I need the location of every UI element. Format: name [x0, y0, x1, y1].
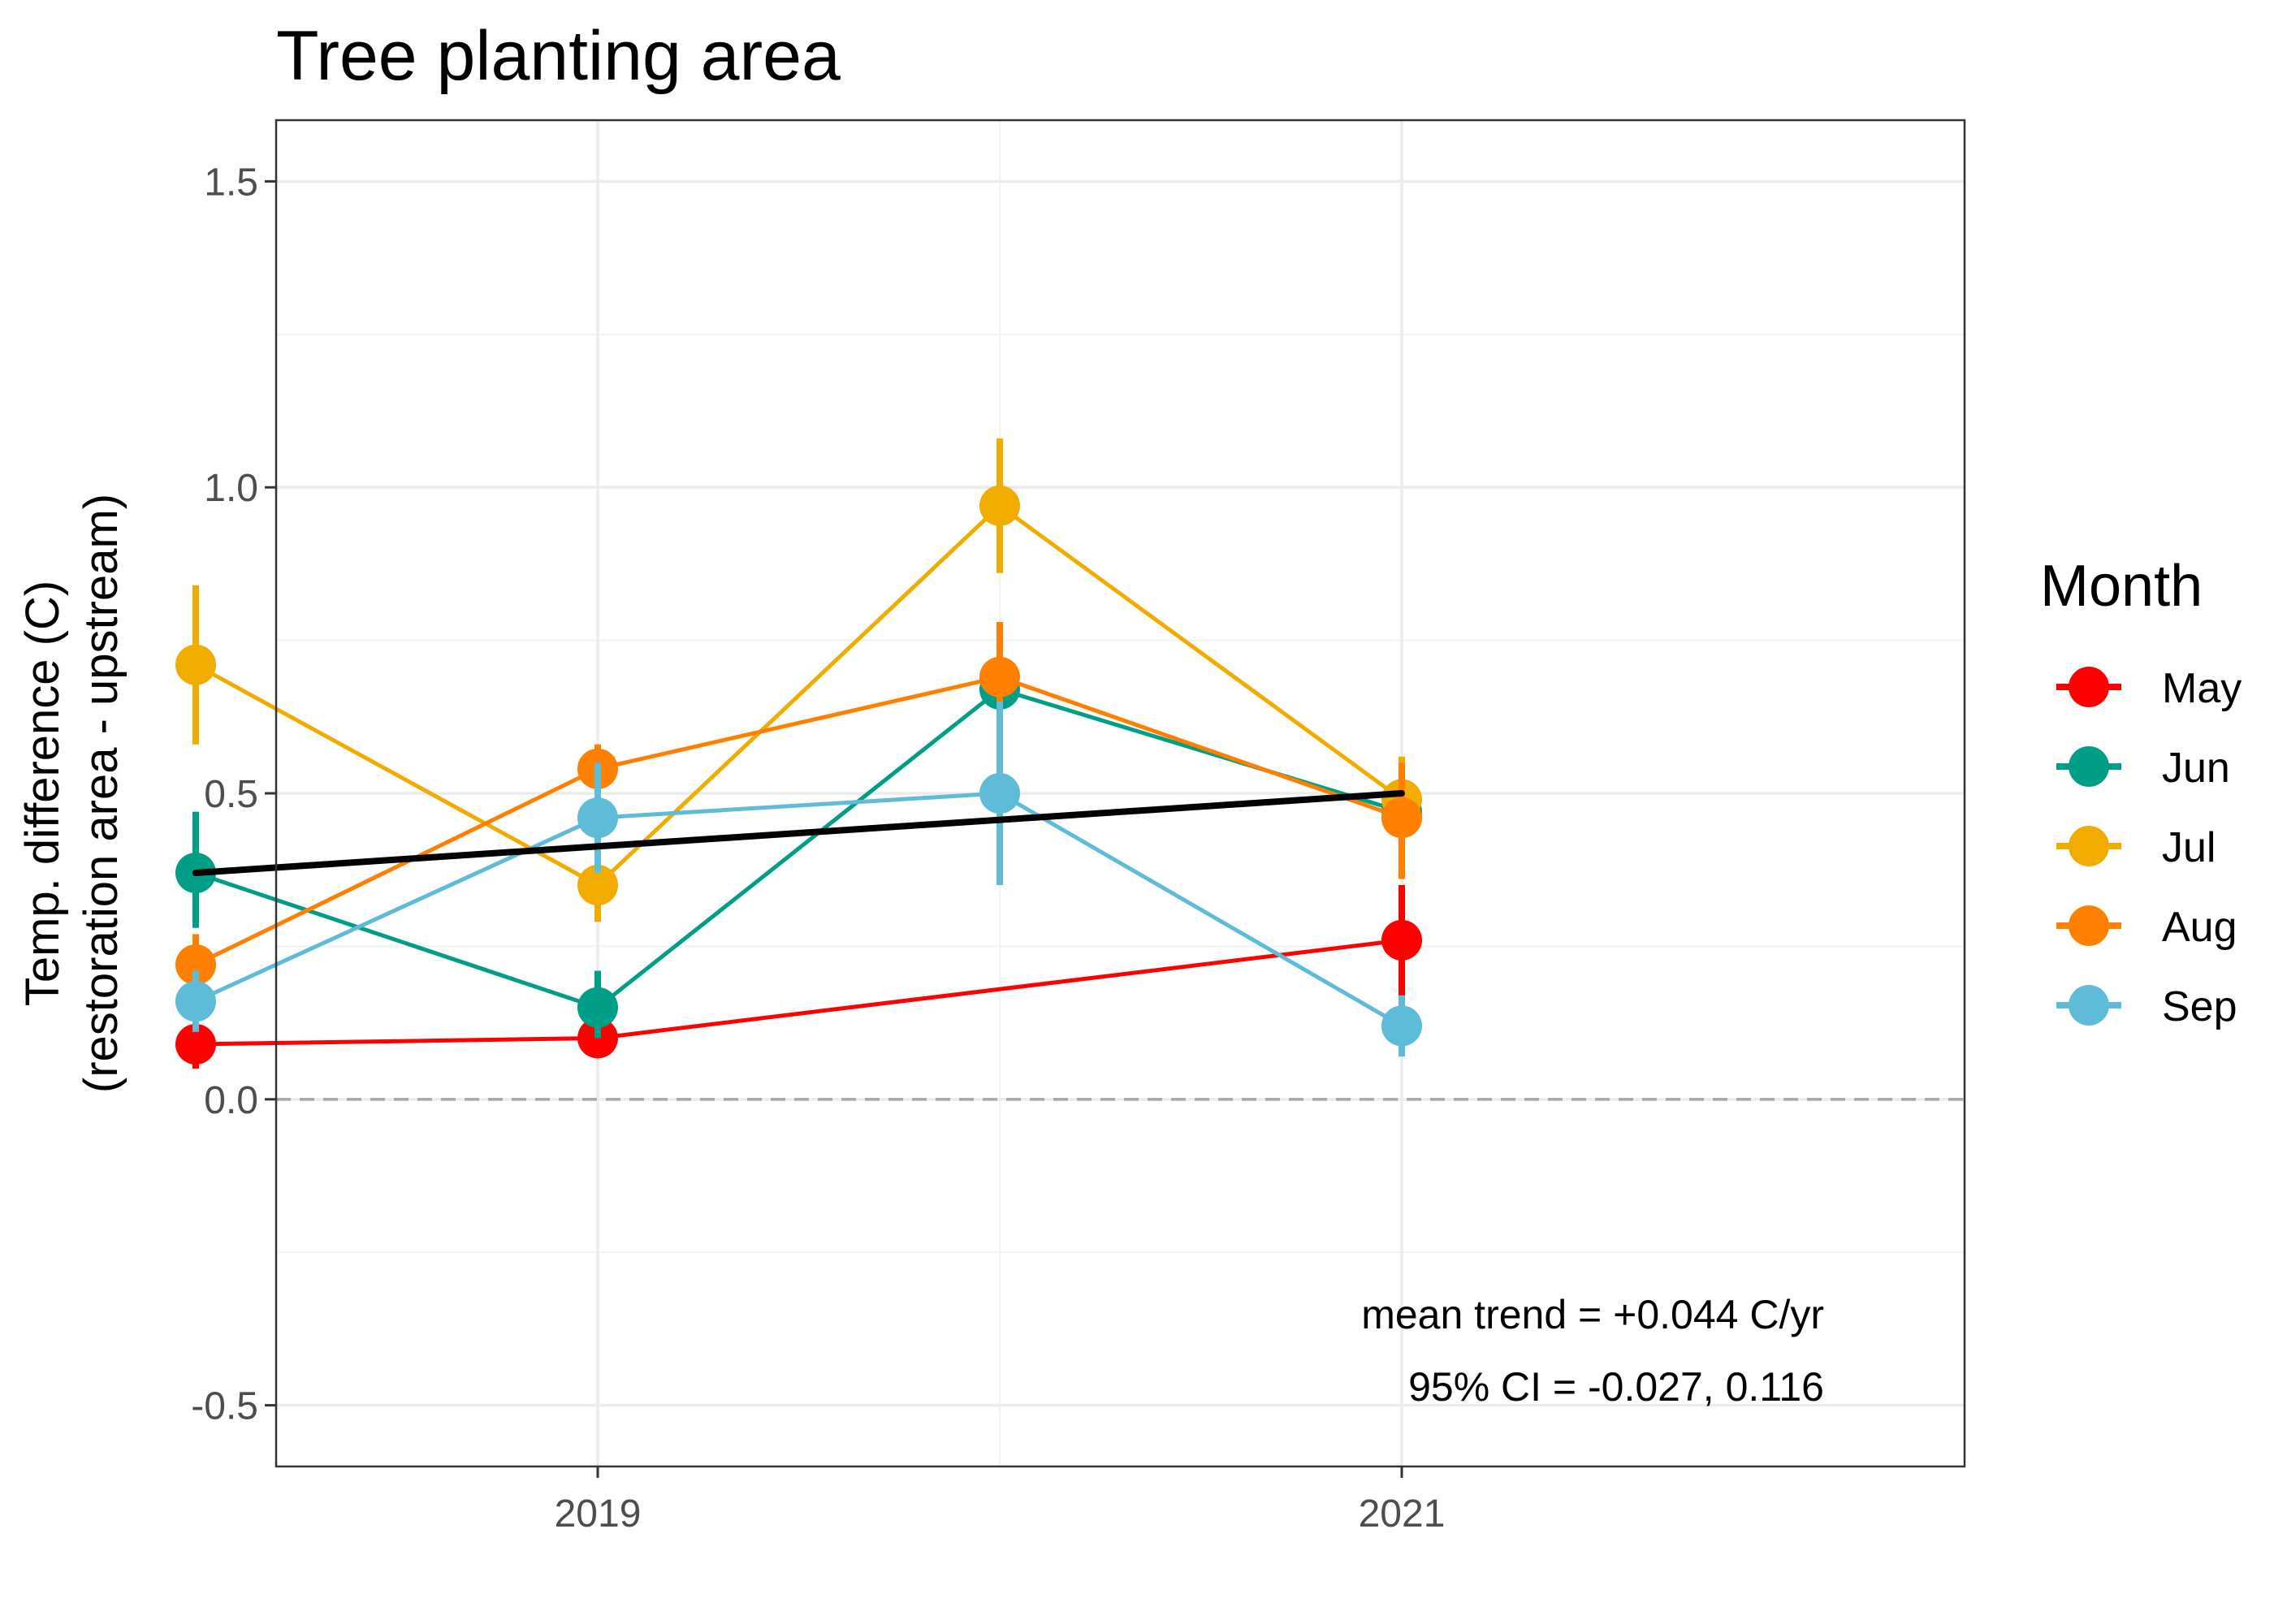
series-layer	[175, 438, 1422, 1069]
chart-title: Tree planting area	[276, 17, 841, 95]
series-line-jun	[195, 687, 1403, 1010]
x-axis: 2019 2021	[555, 1466, 1446, 1535]
legend-item-jun: Jun	[2056, 745, 2230, 792]
data-point-jul	[979, 485, 1020, 526]
data-point-jul	[577, 865, 618, 906]
series-line-jul	[194, 503, 1403, 888]
legend-label-sep: Sep	[2162, 983, 2237, 1030]
legend-item-jul: Jul	[2056, 824, 2216, 871]
data-point-aug	[175, 944, 216, 986]
data-point-sep	[979, 773, 1020, 814]
data-point-sep	[175, 981, 216, 1022]
series-line-sep	[194, 791, 1403, 1028]
mean-trend-line	[192, 790, 1405, 876]
y-axis: -0.5 0.0 0.5 1.0 1.5	[191, 161, 276, 1428]
y-axis-title-line2: (restoration area - upstream)	[75, 494, 128, 1093]
legend-label-jul: Jul	[2162, 824, 2216, 871]
series-sep	[175, 701, 1422, 1057]
legend: Month May Jun Jul Aug Sep	[2040, 554, 2242, 1030]
y-tick-label: 1.0	[204, 467, 258, 510]
legend-label-jun: Jun	[2162, 745, 2230, 792]
series-line-aug	[194, 675, 1403, 967]
legend-key-point	[2069, 985, 2109, 1026]
legend-label-may: May	[2162, 665, 2242, 712]
data-point-aug	[1381, 797, 1422, 839]
trend-annotation-line1: mean trend = +0.044 C/yr	[1361, 1292, 1824, 1337]
legend-label-aug: Aug	[2162, 904, 2237, 951]
legend-item-sep: Sep	[2056, 983, 2237, 1030]
legend-key-point	[2069, 826, 2109, 866]
y-tick-label: 1.5	[204, 161, 258, 204]
x-tick-label: 2019	[555, 1492, 642, 1535]
y-axis-title: Temp. difference (C) (restoration area -…	[16, 494, 128, 1093]
x-tick-label: 2021	[1359, 1492, 1446, 1535]
legend-key-point	[2069, 746, 2109, 787]
trend-layer	[192, 790, 1405, 876]
data-point-jun	[577, 987, 618, 1028]
trend-annotation-line2: 95% CI = -0.027, 0.116	[1408, 1364, 1824, 1410]
legend-item-aug: Aug	[2056, 904, 2237, 951]
data-point-may	[1381, 919, 1422, 961]
y-tick-label: -0.5	[191, 1385, 258, 1428]
data-point-sep	[577, 797, 618, 839]
data-point-aug	[979, 656, 1020, 698]
data-point-jul	[175, 644, 216, 685]
y-tick-label: 0.5	[204, 773, 258, 816]
data-point-may	[175, 1023, 216, 1065]
legend-item-may: May	[2056, 665, 2242, 712]
legend-key-point	[2069, 667, 2109, 707]
legend-key-point	[2069, 905, 2109, 946]
y-tick-label: 0.0	[204, 1079, 258, 1122]
legend-title: Month	[2040, 554, 2203, 619]
y-axis-title-line1: Temp. difference (C)	[16, 581, 69, 1006]
data-point-sep	[1381, 1005, 1422, 1047]
